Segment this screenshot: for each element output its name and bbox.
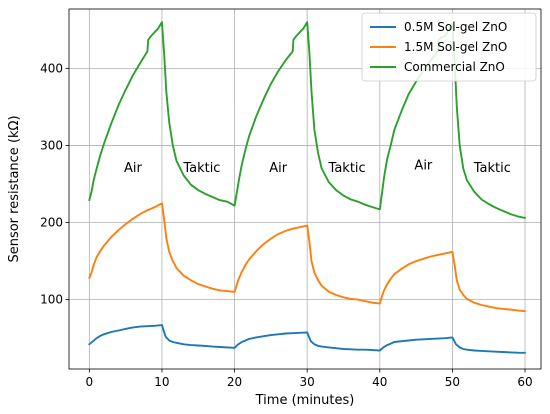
legend: 0.5M Sol-gel ZnO 1.5M Sol-gel ZnO Commerci… — [361, 12, 537, 82]
x-tick-label: 0 — [86, 375, 94, 389]
legend-box — [361, 12, 537, 82]
annotations: Air Taktic Air Taktic Air Taktic — [124, 159, 511, 176]
series-line-0 — [88, 324, 526, 354]
plot-frame — [68, 8, 542, 370]
series-line-1 — [88, 202, 526, 313]
annotation-label: Air — [414, 159, 433, 174]
legend-label: 1.5M Sol-gel ZnO — [404, 40, 507, 54]
y-tick-label: 300 — [40, 138, 63, 152]
legend-label: 0.5M Sol-gel ZnO — [404, 20, 507, 34]
x-tick-label: 60 — [517, 375, 532, 389]
x-tick-label: 50 — [445, 375, 460, 389]
annotation-label: Taktic — [473, 161, 511, 176]
annotation-label: Taktic — [328, 161, 366, 176]
legend-label: Commercial ZnO — [404, 60, 505, 74]
x-tick-label: 10 — [154, 375, 169, 389]
annotation-label: Air — [124, 161, 143, 176]
x-tick-label: 40 — [372, 375, 387, 389]
x-tick-label: 30 — [300, 375, 315, 389]
y-axis-label: Sensor resistance (kΩ) — [7, 115, 22, 262]
annotation-label: Taktic — [182, 161, 220, 176]
x-tick-label: 20 — [227, 375, 242, 389]
y-tick-label: 200 — [40, 216, 63, 230]
y-tick-label: 400 — [40, 61, 63, 75]
x-axis-label: Time (minutes) — [255, 393, 355, 408]
y-tick-label: 100 — [40, 293, 63, 307]
axis-ticks: 0 10 20 30 40 50 60 100 200 300 400 — [40, 61, 533, 389]
annotation-label: Air — [269, 161, 288, 176]
